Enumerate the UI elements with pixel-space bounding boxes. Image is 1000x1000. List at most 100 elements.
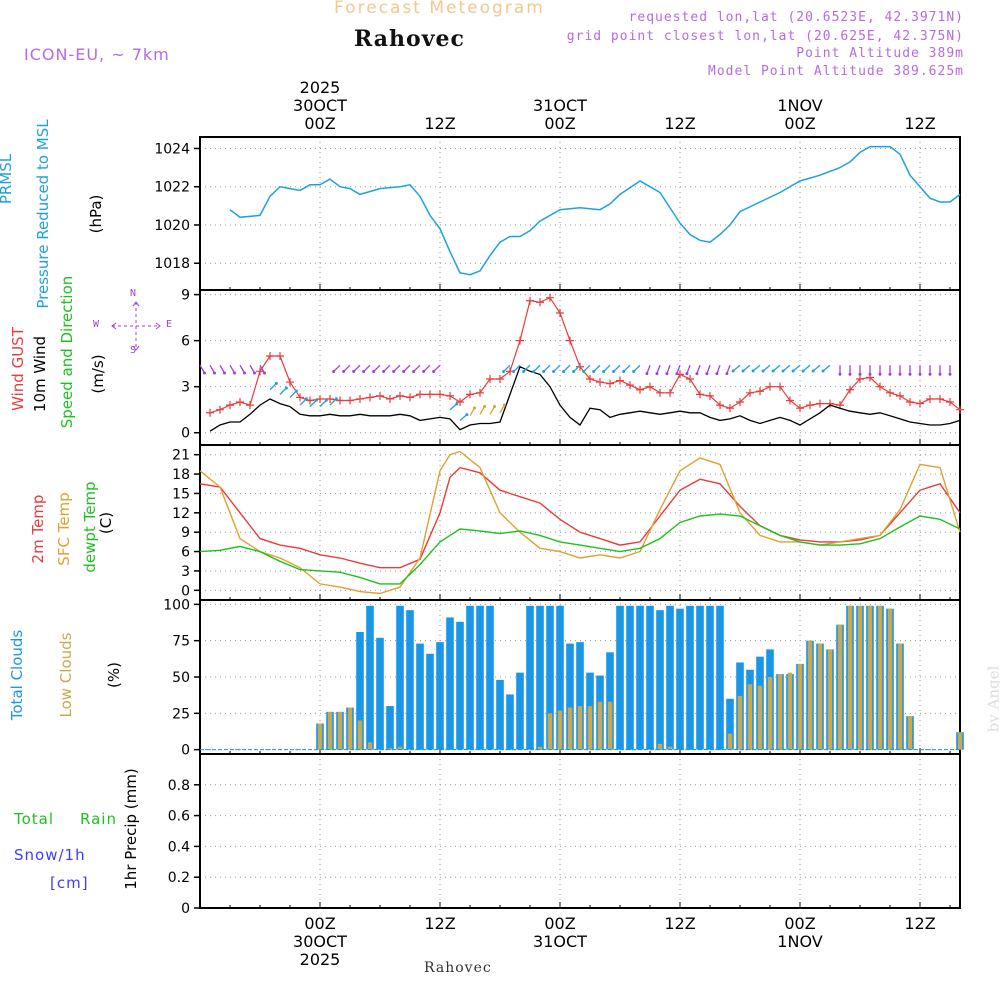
- wind-direction-arrowhead: [791, 369, 795, 373]
- wind-direction-arrowhead: [705, 372, 709, 376]
- wind-gust-marker: [516, 336, 524, 345]
- wind-direction-arrow: [363, 364, 371, 373]
- total-cloud-bar: [426, 653, 434, 750]
- y-tick-label: 0: [181, 583, 190, 599]
- wind-gust-marker: [546, 293, 554, 302]
- total-cloud-bar: [356, 631, 364, 750]
- wind-direction-arrowhead: [675, 372, 679, 376]
- bottom-time-label: 00Z: [304, 914, 335, 933]
- low-cloud-bar: [807, 640, 813, 750]
- y-tick-label: 100: [163, 597, 190, 613]
- wind-direction-arrowhead: [801, 369, 805, 373]
- wind-gust-marker: [236, 398, 244, 407]
- wind-direction-arrow: [299, 398, 307, 406]
- wind-direction-arrowhead: [838, 372, 842, 376]
- total-cloud-bar: [676, 608, 684, 750]
- wind-direction-arrow: [229, 364, 236, 374]
- y-tick-label: 12: [172, 506, 190, 522]
- wind-gust-marker: [846, 385, 854, 394]
- wind-gust-marker: [926, 394, 934, 403]
- wind-direction-arrow: [553, 364, 561, 373]
- total-cloud-bar: [526, 605, 534, 750]
- y-tick-label: 6: [181, 545, 190, 561]
- wind-gust-marker: [576, 362, 584, 371]
- wind-direction-arrowhead: [858, 372, 862, 376]
- wind-direction-arrowhead: [483, 405, 486, 409]
- wind-gust-line: [209, 296, 961, 414]
- wind-gust-marker: [686, 375, 694, 384]
- low-cloud-bar: [387, 748, 393, 750]
- wind-gust-marker: [896, 391, 904, 400]
- total-cloud-bar: [726, 698, 734, 750]
- wind-gust-marker: [476, 388, 484, 397]
- temp-2m-line: [199, 466, 961, 569]
- wind-gust-marker: [426, 390, 434, 399]
- top-time-label: 31OCT: [533, 96, 587, 115]
- wind-direction-arrowhead: [562, 370, 566, 374]
- panel-frame: [199, 136, 961, 291]
- y-tick-label: 3: [181, 564, 190, 580]
- wind-gust-marker: [736, 398, 744, 407]
- wind-direction-arrowhead: [473, 406, 476, 410]
- low-cloud-bar: [847, 605, 853, 750]
- top-time-label: 30OCT: [293, 96, 347, 115]
- wind-direction-arrowhead: [868, 372, 872, 376]
- wind-gust-marker: [726, 404, 734, 413]
- y-tick-label: 18: [172, 467, 190, 483]
- wind-gust-marker: [396, 391, 404, 400]
- wind-direction-arrow: [583, 364, 591, 373]
- wind-gust-marker: [806, 401, 814, 410]
- wind-gust-marker: [296, 393, 304, 402]
- wind-direction-arrowhead: [223, 371, 226, 375]
- total-cloud-bar: [616, 605, 624, 750]
- wind-direction-arrow: [209, 364, 216, 374]
- wind-direction-arrow: [603, 364, 611, 373]
- top-time-label: 00Z: [544, 114, 575, 133]
- total-cloud-bar: [656, 610, 664, 750]
- wind-direction-arrow: [343, 364, 351, 373]
- wind-direction-arrowhead: [503, 403, 506, 407]
- low-cloud-bar: [767, 677, 773, 750]
- low-cloud-bar: [397, 746, 403, 750]
- wind-gust-marker: [596, 378, 604, 387]
- wind-direction-arrow: [563, 364, 571, 373]
- wind-gust-marker: [226, 401, 234, 410]
- low-cloud-bar: [327, 711, 333, 750]
- wind-gust-marker: [696, 390, 704, 399]
- wind-direction-arrowhead: [402, 370, 406, 374]
- wind-gust-marker: [856, 375, 864, 384]
- total-cloud-bar: [606, 652, 614, 750]
- wind-gust-marker: [486, 375, 494, 384]
- wind-direction-arrowhead: [382, 370, 386, 374]
- wind-direction-arrow: [433, 364, 441, 373]
- wind-direction-arrow: [479, 406, 486, 415]
- top-time-label: 2025: [300, 78, 341, 97]
- compass-arrows-icon: [111, 301, 161, 351]
- y-tick-label: 9: [181, 288, 190, 304]
- low-cloud-bar: [667, 746, 673, 750]
- wind-direction-arrow: [279, 387, 287, 395]
- y-tick-label: 15: [172, 486, 190, 502]
- wind-gust-marker: [616, 376, 624, 385]
- compass-south: S: [130, 345, 137, 356]
- wind-direction-arrowhead: [512, 370, 516, 374]
- wind-direction-arrowhead: [622, 370, 626, 374]
- wind-direction-arrowhead: [314, 398, 318, 402]
- wind-direction-arrowhead: [532, 370, 536, 374]
- wind-direction-arrowhead: [274, 381, 278, 385]
- low-cloud-bar: [897, 643, 903, 750]
- wind-direction-arrowhead: [342, 370, 346, 374]
- total-cloud-bar: [696, 605, 704, 750]
- low-cloud-bar: [797, 663, 803, 750]
- wind-direction-arrow: [289, 390, 297, 398]
- wind-direction-arrowhead: [948, 372, 952, 376]
- low-cloud-bar: [787, 672, 793, 750]
- bottom-time-label: 1NOV: [777, 932, 822, 951]
- wind-direction-arrowhead: [332, 370, 336, 374]
- pressure-line: [229, 145, 961, 276]
- low-cloud-bar: [577, 706, 583, 750]
- total-cloud-bar: [706, 605, 714, 750]
- wind-gust-marker: [706, 391, 714, 400]
- low-cloud-bar: [607, 701, 613, 750]
- bottom-time-label: 12Z: [904, 914, 935, 933]
